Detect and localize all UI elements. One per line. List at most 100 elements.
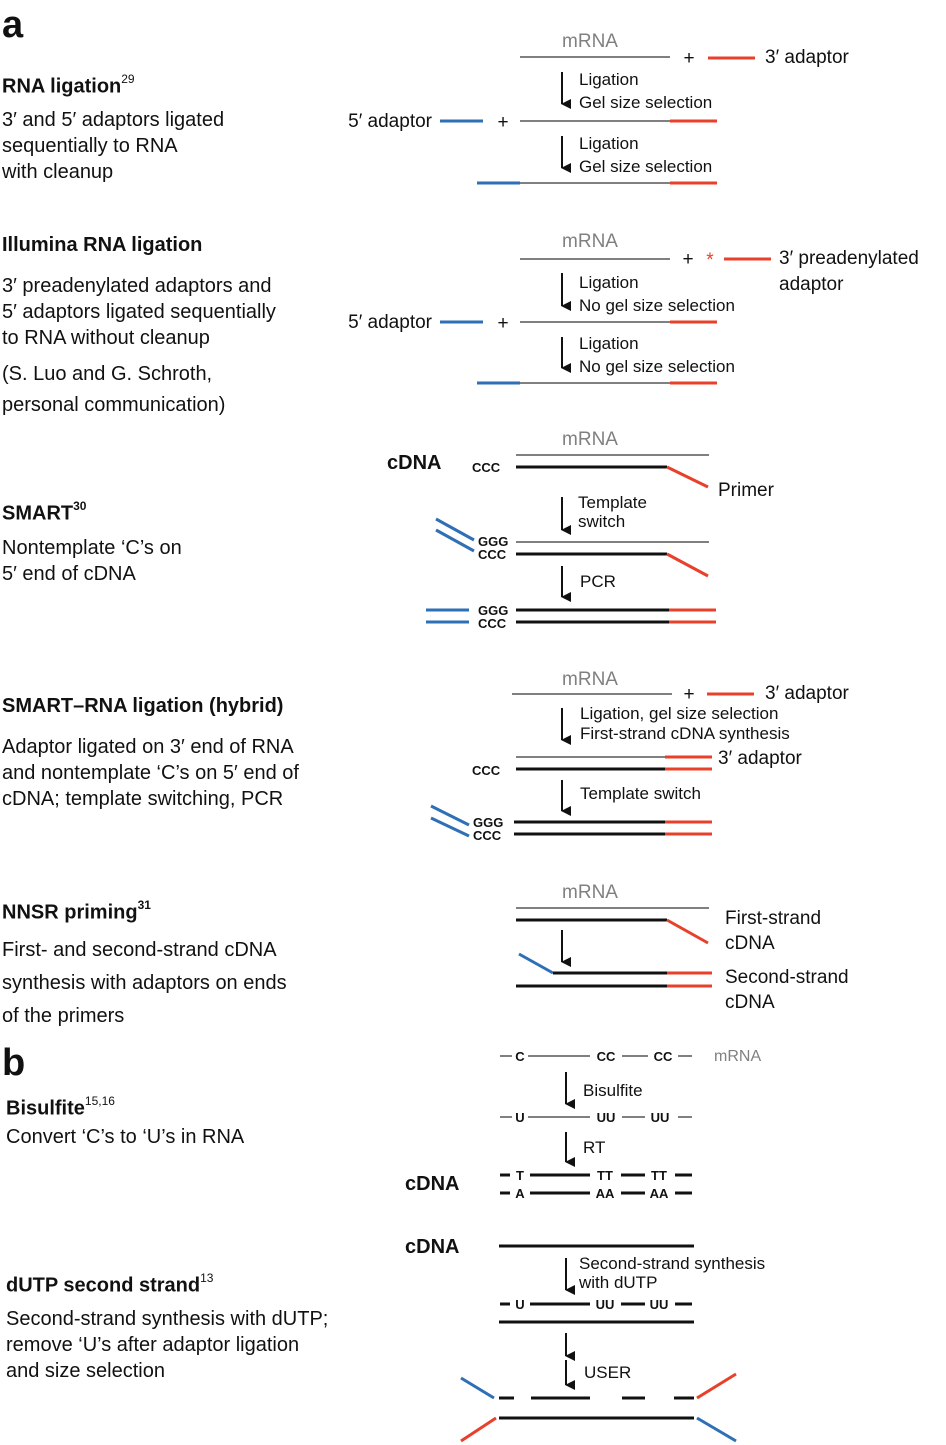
method-description-dutp: Second-strand synthesis with dUTP; remov… <box>6 1308 329 1382</box>
step-label: Ligation, gel size selection <box>580 704 778 723</box>
method-title-bisulfite: Bisulfite15,16 <box>6 1091 115 1121</box>
second-strand-label: Second-strand <box>725 967 849 988</box>
base-label: GGG <box>473 815 503 830</box>
plus-sign: + <box>497 112 508 133</box>
base-label: AA <box>596 1186 615 1201</box>
schematic-smart-rna-hybrid: mRNA + 3′ adaptor Ligation, gel size sel… <box>430 669 850 843</box>
plus-sign: + <box>683 48 694 69</box>
method-title-text: SMART <box>2 502 74 525</box>
step-label: Bisulfite <box>583 1081 643 1100</box>
method-description-smart: Nontemplate ‘C’s on 5′ end of cDNA <box>2 537 182 585</box>
five-prime-adaptor-label: 5′ adaptor <box>348 312 433 333</box>
mrna-label: mRNA <box>562 882 618 903</box>
second-strand-label: cDNA <box>725 992 775 1013</box>
method-title-dutp: dUTP second strand13 <box>6 1268 213 1298</box>
cdna-label: cDNA <box>387 452 441 474</box>
reference-number: 31 <box>137 898 151 912</box>
mrna-label: mRNA <box>562 231 618 252</box>
five-prime-adaptor-label: 5′ adaptor <box>348 111 433 132</box>
step-label: Template switch <box>580 784 701 803</box>
step-label: Ligation <box>579 334 639 353</box>
first-strand-label: First-strand <box>725 908 821 929</box>
method-description-illumina: 3′ preadenylated adaptors and 5′ adaptor… <box>2 275 276 349</box>
base-label: T <box>516 1168 524 1183</box>
schematic-bisulfite: C CC CC mRNA Bisulfite U UU UU RT cDNA T… <box>405 1048 761 1201</box>
three-prime-adaptor-label: 3′ adaptor <box>718 748 803 769</box>
step-label: Ligation <box>579 134 639 153</box>
base-label: C <box>515 1049 525 1064</box>
step-label: Ligation <box>579 273 639 292</box>
base-label: CCC <box>472 460 501 475</box>
template-switch-oligo <box>435 528 475 553</box>
method-title-text: Bisulfite <box>6 1097 85 1120</box>
step-label: Ligation <box>579 70 639 89</box>
step-label: Gel size selection <box>579 157 712 176</box>
five-prime-adaptor <box>460 1376 495 1400</box>
method-title-smart: SMART30 <box>2 496 86 526</box>
base-label: UU <box>597 1110 616 1125</box>
base-label: CCC <box>478 616 507 631</box>
step-label: Gel size selection <box>579 93 712 112</box>
plus-sign: + <box>683 684 694 705</box>
schematic-rna-ligation: mRNA + 3′ adaptor Ligation Gel size sele… <box>348 31 850 185</box>
base-label: GGG <box>478 603 508 618</box>
reference-number: 15,16 <box>84 1094 115 1108</box>
primer <box>666 465 709 489</box>
method-description-smart-rna-hybrid: Adaptor ligated on 3′ end of RNA and non… <box>2 736 299 810</box>
template-switch-oligo <box>430 804 470 827</box>
method-title-text: dUTP second strand <box>6 1274 201 1297</box>
reference-number: 29 <box>121 72 135 86</box>
preadenylated-adaptor-label: 3′ preadenylated <box>779 248 919 269</box>
base-label: U <box>515 1297 524 1312</box>
method-note-illumina: (S. Luo and G. Schroth, personal communi… <box>2 363 226 416</box>
five-prime-adaptor <box>696 1416 737 1443</box>
method-title-rna-ligation: RNA ligation29 <box>2 69 135 99</box>
step-label: RT <box>583 1138 605 1157</box>
preadenylated-adaptor-label: adaptor <box>779 274 844 295</box>
three-prime-adaptor-label: 3′ adaptor <box>765 47 850 68</box>
step-label: PCR <box>580 572 616 591</box>
schematic-dutp: cDNA Second-strand synthesis with dUTP U… <box>405 1236 765 1443</box>
five-prime-adaptor <box>518 952 554 975</box>
step-label: Template <box>578 493 647 512</box>
method-title-smart-rna-hybrid: SMART–RNA ligation (hybrid) <box>2 695 284 717</box>
method-description-bisulfite: Convert ‘C’s to ‘U’s in RNA <box>6 1126 245 1148</box>
base-label: A <box>515 1186 525 1201</box>
base-label: GGG <box>478 534 508 549</box>
base-label: CCC <box>478 547 507 562</box>
primer-label: Primer <box>718 480 775 501</box>
step-label: No gel size selection <box>579 357 735 376</box>
step-label: with dUTP <box>578 1273 657 1292</box>
method-title-nnsr: NNSR priming31 <box>2 895 151 925</box>
schematic-smart: cDNA mRNA CCC Primer Template switch GGG… <box>387 429 775 631</box>
template-switch-oligo <box>435 517 475 542</box>
base-label: UU <box>596 1297 615 1312</box>
base-label: CC <box>654 1049 673 1064</box>
schematic-illumina: mRNA + * 3′ preadenylated adaptor Ligati… <box>348 231 919 385</box>
cdna-label: cDNA <box>405 1236 459 1258</box>
base-label: UU <box>651 1110 670 1125</box>
preadenylation-star-icon: * <box>706 250 714 271</box>
schematic-nnsr: mRNA First-strand cDNA Second-strand cDN… <box>516 882 849 1013</box>
method-description-rna-ligation: 3′ and 5′ adaptors ligated sequentially … <box>2 109 225 183</box>
step-label: Second-strand synthesis <box>579 1254 765 1273</box>
template-switch-oligo <box>430 816 470 838</box>
three-prime-adaptor <box>696 1372 737 1400</box>
base-label: TT <box>597 1168 613 1183</box>
base-label: CCC <box>472 763 501 778</box>
mrna-label: mRNA <box>562 669 618 690</box>
cdna-label: cDNA <box>405 1173 459 1195</box>
method-title-illumina: Illumina RNA ligation <box>2 234 203 256</box>
plus-sign: + <box>497 313 508 334</box>
mrna-label: mRNA <box>562 31 618 52</box>
panel-label-b: b <box>2 1042 26 1084</box>
method-description-nnsr: First- and second-strand cDNA synthesis … <box>2 939 287 1027</box>
step-label: switch <box>578 512 625 531</box>
mrna-label: mRNA <box>714 1048 761 1065</box>
method-title-text: RNA ligation <box>2 75 122 98</box>
three-prime-adaptor <box>460 1416 497 1443</box>
panel-label-a: a <box>2 4 24 46</box>
step-label: USER <box>584 1363 631 1382</box>
base-label: CC <box>597 1049 616 1064</box>
